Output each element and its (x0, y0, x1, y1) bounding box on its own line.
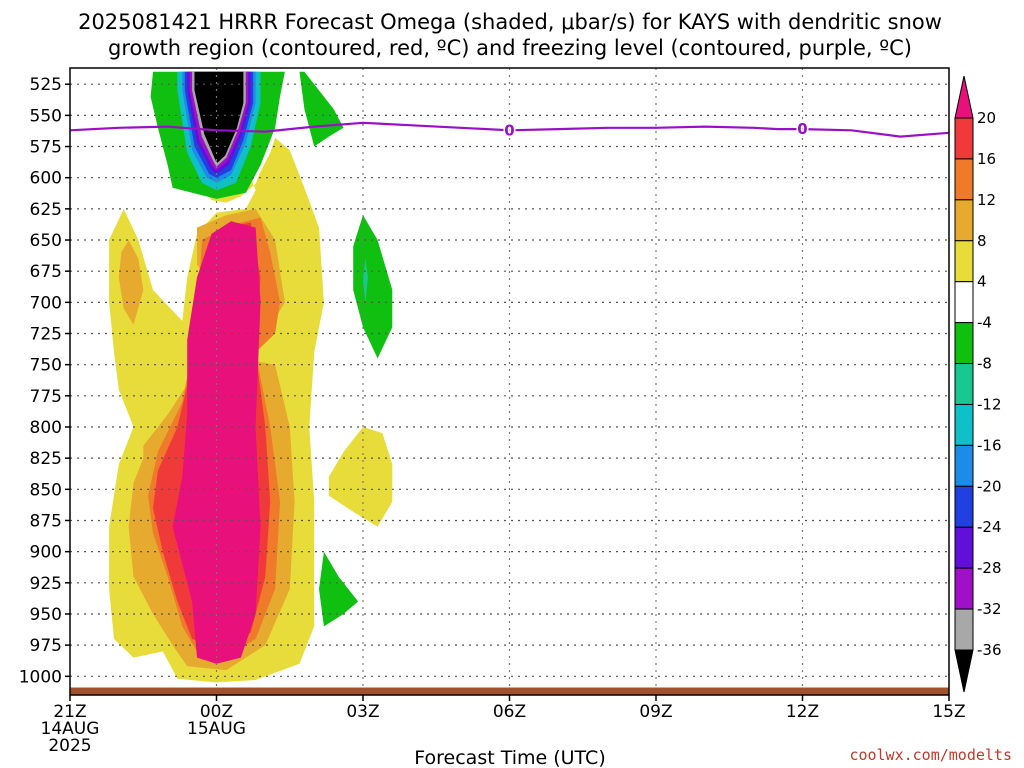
colorbar-label: -4 (977, 314, 992, 332)
freezing-level-label: 0 (504, 121, 514, 139)
y-tick-label: 750 (30, 356, 62, 376)
shade-omega-minus-4-mid (353, 215, 393, 359)
shade-omega-minus-4-low (319, 551, 359, 627)
colorbar-label: -28 (977, 559, 1002, 577)
colorbar-label: 4 (977, 273, 987, 291)
colorbar-swatch (954, 567, 974, 610)
colorbar-label: -20 (977, 477, 1002, 495)
colorbar-swatch (954, 240, 974, 283)
colorbar-bottom-arrow (954, 649, 974, 693)
x-tick-label: 2025 (48, 736, 91, 756)
colorbar-swatch (954, 199, 974, 242)
y-tick-label: 575 (30, 138, 62, 158)
y-tick-label: 1000 (19, 667, 62, 687)
x-axis-label: Forecast Time (UTC) (414, 747, 605, 768)
y-tick-label: 775 (30, 387, 62, 407)
y-tick-label: 800 (30, 418, 62, 438)
colorbar-label: -16 (977, 436, 1002, 454)
y-tick-label: 850 (30, 480, 62, 500)
shade-omega-plus-8-left (118, 240, 144, 325)
colorbar-swatch (954, 117, 974, 160)
colorbar-swatch (954, 526, 974, 569)
x-tick-label: 15AUG (187, 719, 246, 739)
x-tick-label: 09Z (639, 702, 672, 722)
y-tick-label: 650 (30, 231, 62, 251)
chart-title-line-2: growth region (contoured, red, ºC) and f… (108, 36, 912, 60)
y-tick-label: 675 (30, 262, 62, 282)
y-tick-label: 875 (30, 511, 62, 531)
ground-surface (70, 687, 949, 695)
y-tick-label: 925 (30, 574, 62, 594)
colorbar-label: 12 (977, 191, 996, 209)
x-tick-label: 21Z (53, 702, 86, 722)
x-tick-label: 00Z (200, 702, 233, 722)
x-tick-label: 03Z (346, 702, 379, 722)
shade-omega-plus-4-side (328, 427, 393, 527)
colorbar-label: 20 (977, 109, 996, 127)
freezing-level-line (70, 121, 949, 138)
shade-omega-below-minus-36 (194, 71, 244, 163)
colorbar-swatch (954, 403, 974, 446)
x-tick-label: 06Z (493, 702, 526, 722)
x-tick-label: 14AUG (41, 719, 100, 739)
colorbar-label: 16 (977, 150, 996, 168)
y-tick-label: 600 (30, 169, 62, 189)
colorbar-label: -24 (977, 518, 1002, 536)
shade-omega-minus-8 (363, 258, 368, 303)
colorbar-legend: 20 16 12 8 4 -4 -8 -12 -16 -20 -24 -28 -32 -36 (954, 75, 1002, 693)
y-tick-label: 550 (30, 106, 62, 126)
colorbar-label: -8 (977, 355, 992, 373)
x-tick-label: 12Z (786, 702, 819, 722)
colorbar-swatch (954, 363, 974, 405)
colorbar-swatch (954, 158, 974, 201)
y-tick-label: 825 (30, 449, 62, 469)
colorbar-swatch (954, 322, 974, 365)
colorbar-swatch (954, 444, 974, 487)
colorbar-swatch (954, 608, 974, 651)
y-tick-label: 725 (30, 325, 62, 345)
colorbar-label: -32 (977, 600, 1002, 618)
colorbar-label: -12 (977, 395, 1002, 413)
colorbar-label: 8 (977, 232, 987, 250)
credit-text: coolwx.com/modelts (849, 746, 1012, 764)
freezing-level-label: 0 (797, 120, 807, 138)
y-tick-label: 625 (30, 200, 62, 220)
y-tick-label: 975 (30, 636, 62, 656)
colorbar-top-arrow (954, 75, 974, 119)
chart-title-line-1: 2025081421 HRRR Forecast Omega (shaded, … (78, 10, 942, 34)
y-tick-label: 525 (30, 75, 62, 95)
y-tick-label: 950 (30, 605, 62, 625)
x-tick-label: 15Z (932, 702, 965, 722)
colorbar-swatch (954, 485, 974, 528)
colorbar-swatch (954, 281, 974, 324)
y-axis: 525 550 575 600 625 650 675 700 725 750 775 800 825 8… (19, 75, 70, 687)
colorbar-label: -36 (977, 641, 1002, 659)
shade-omega-plus-20 (172, 221, 261, 664)
y-tick-label: 700 (30, 293, 62, 313)
y-tick-label: 900 (30, 543, 62, 563)
